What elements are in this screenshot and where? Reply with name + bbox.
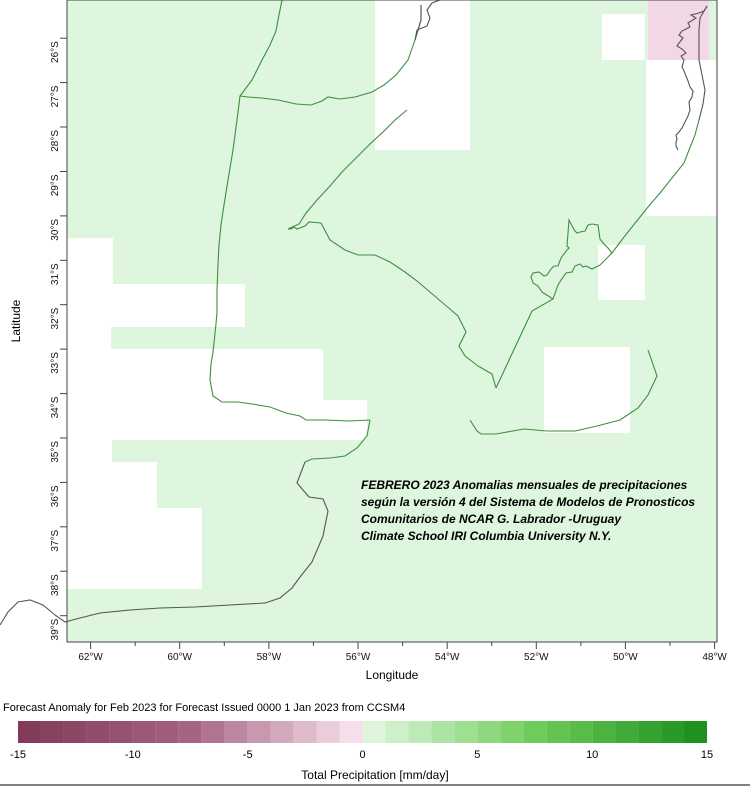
svg-text:60°W: 60°W — [167, 652, 192, 663]
svg-text:28°S: 28°S — [50, 130, 61, 152]
svg-text:29°S: 29°S — [50, 174, 61, 196]
svg-text:58°W: 58°W — [257, 652, 282, 663]
svg-text:Longitude: Longitude — [366, 668, 419, 682]
svg-text:39°S: 39°S — [50, 618, 61, 640]
svg-text:-10: -10 — [125, 749, 141, 761]
svg-text:54°W: 54°W — [435, 652, 460, 663]
svg-text:15: 15 — [701, 749, 713, 761]
svg-text:31°S: 31°S — [50, 263, 61, 285]
svg-text:-5: -5 — [243, 749, 253, 761]
svg-text:27°S: 27°S — [50, 85, 61, 107]
svg-text:según la versión 4 del Sistema: según la versión 4 del Sistema de Modelo… — [361, 495, 695, 509]
svg-text:Forecast Anomaly for Feb 2023: Forecast Anomaly for Feb 2023 for Foreca… — [3, 702, 405, 714]
svg-text:-15: -15 — [10, 749, 26, 761]
svg-text:37°S: 37°S — [50, 529, 61, 551]
svg-text:0: 0 — [359, 749, 365, 761]
svg-text:35°S: 35°S — [50, 441, 61, 463]
svg-text:48°W: 48°W — [702, 652, 727, 663]
svg-text:Climate School IRI Columbia Un: Climate School IRI Columbia University N… — [361, 529, 611, 543]
svg-text:36°S: 36°S — [50, 485, 61, 507]
svg-text:Latitude: Latitude — [9, 299, 23, 342]
svg-text:Total Precipitation [mm/day]: Total Precipitation [mm/day] — [301, 768, 448, 782]
svg-text:38°S: 38°S — [50, 574, 61, 596]
svg-text:Comunitarios de NCAR G. Labra: Comunitarios de NCAR G. Labrador -Urugua… — [361, 512, 622, 526]
svg-text:5: 5 — [474, 749, 480, 761]
svg-text:33°S: 33°S — [50, 352, 61, 374]
svg-text:10: 10 — [586, 749, 598, 761]
svg-text:30°S: 30°S — [50, 219, 61, 241]
svg-text:34°S: 34°S — [50, 396, 61, 418]
svg-text:FEBRERO 2023 Anomalias mensual: FEBRERO 2023 Anomalias mensuales de prec… — [361, 478, 688, 492]
svg-text:52°W: 52°W — [524, 652, 549, 663]
svg-text:32°S: 32°S — [50, 307, 61, 329]
svg-text:50°W: 50°W — [613, 652, 638, 663]
svg-text:56°W: 56°W — [346, 652, 371, 663]
svg-text:26°S: 26°S — [50, 41, 61, 63]
svg-text:62°W: 62°W — [78, 652, 103, 663]
